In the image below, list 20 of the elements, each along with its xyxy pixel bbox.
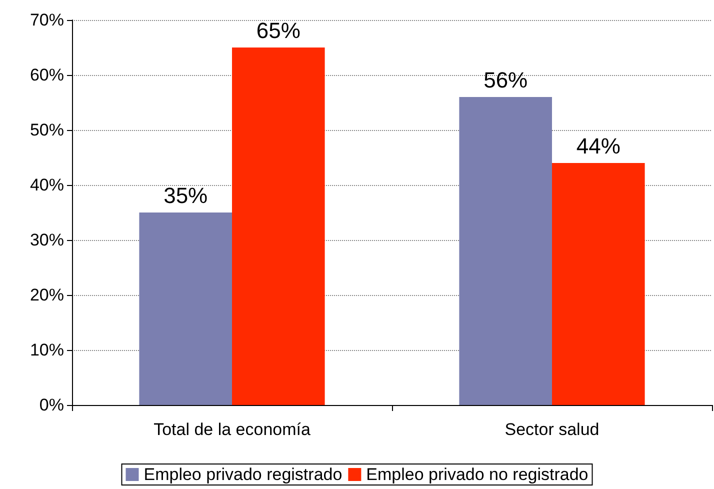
y-tick-label: 60%: [30, 66, 64, 84]
y-tick-label: 70%: [30, 10, 64, 30]
bar: [552, 163, 645, 405]
y-tick-label: 40%: [30, 176, 64, 194]
data-label: 65%: [256, 18, 300, 43]
bar: [139, 212, 232, 405]
bar: [459, 97, 552, 405]
y-tick-label: 30%: [30, 230, 64, 250]
y-tick-label: 0%: [39, 396, 64, 414]
y-tick-label: 20%: [30, 286, 64, 304]
data-label: 56%: [484, 68, 528, 92]
x-tick-label: Sector salud: [504, 420, 600, 439]
data-label: 44%: [576, 134, 620, 158]
y-tick-label: 10%: [30, 340, 64, 360]
x-tick-label: Total de la economía: [154, 420, 311, 439]
bar: [232, 48, 325, 405]
legend-label: Empleo privado no registrado: [366, 465, 588, 484]
y-tick-label: 50%: [30, 120, 64, 140]
legend-label: Empleo privado registrado: [144, 465, 342, 484]
data-label: 35%: [164, 183, 208, 208]
